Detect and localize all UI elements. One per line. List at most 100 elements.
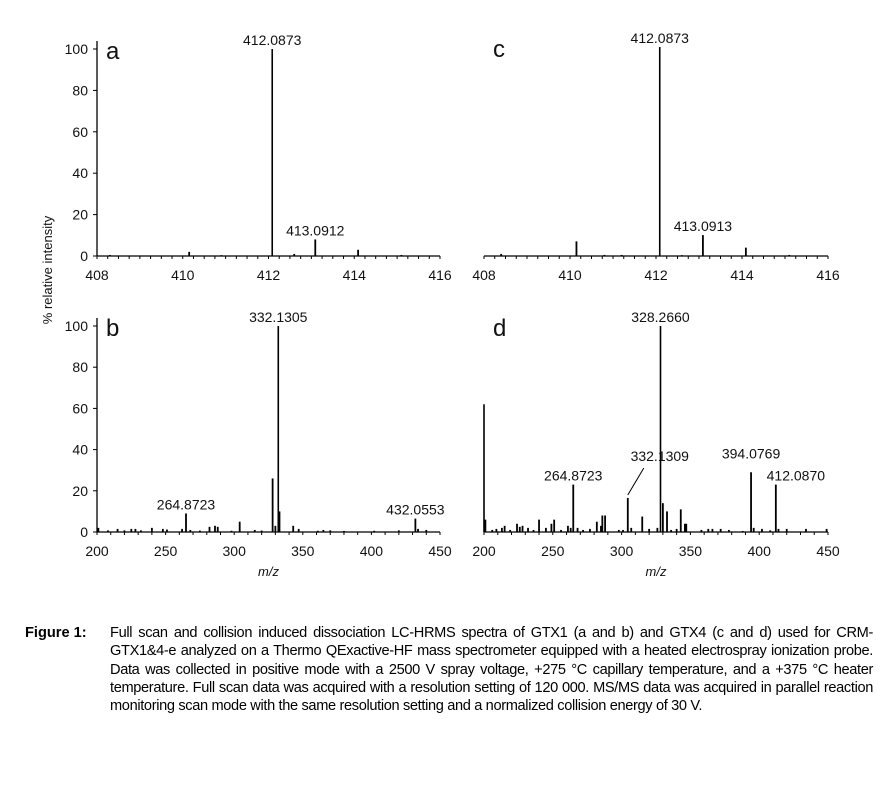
peak	[188, 251, 191, 256]
peak	[220, 255, 223, 256]
peak	[277, 326, 280, 532]
panel-b: 200 250 300 350 400 450 0 20 40 60 80 100 b 264.8723 3…	[65, 309, 452, 579]
peak	[661, 503, 664, 532]
panel-d: 200 250 300 350 400 450 d 264.8723 332.1309 328.2…	[472, 309, 840, 579]
peak	[700, 529, 703, 532]
peak	[648, 528, 651, 532]
y-axis-label: % relative intensity	[40, 215, 55, 324]
x-tick-label: 300	[610, 543, 634, 559]
x-tick-label: 350	[291, 543, 315, 559]
peak	[373, 530, 376, 532]
x-tick-label: 200	[85, 543, 109, 559]
x-tick-label: 408	[472, 267, 496, 283]
peak	[116, 528, 119, 532]
peak	[630, 527, 633, 532]
y-tick-label: 40	[72, 165, 88, 181]
y-tick-label: 60	[72, 400, 88, 416]
panel-letter: a	[106, 38, 120, 65]
peak	[626, 498, 629, 532]
peak	[271, 49, 274, 256]
peak	[316, 530, 319, 532]
x-tick-label: 416	[428, 267, 452, 283]
peak	[620, 254, 623, 256]
peak	[707, 528, 710, 532]
peak	[741, 530, 744, 532]
y-tick-label: 0	[80, 248, 88, 264]
peak	[711, 528, 714, 532]
peak	[744, 247, 747, 256]
peak	[161, 528, 164, 532]
peak	[617, 529, 620, 532]
peak	[500, 253, 503, 256]
x-tick-label: 200	[472, 543, 496, 559]
peak	[509, 529, 512, 532]
peak	[538, 519, 540, 532]
peak	[329, 530, 332, 532]
peak-label: 332.1305	[249, 309, 308, 325]
annotation-leader	[627, 467, 645, 496]
peak	[150, 527, 153, 532]
peak	[107, 530, 109, 532]
peak	[785, 528, 788, 532]
y-tick-label: 100	[65, 318, 89, 334]
peak-label: 413.0913	[674, 218, 733, 234]
peak-label: 394.0769	[722, 445, 781, 461]
x-tick-label: 450	[816, 543, 840, 559]
peak	[108, 254, 111, 256]
panel-letter: d	[493, 315, 506, 342]
peak	[702, 235, 704, 256]
peak	[271, 478, 274, 532]
x-tick-label: 400	[360, 543, 384, 559]
peak-label: 412.0873	[631, 30, 690, 46]
peak-label: 332.1309	[631, 448, 690, 464]
y-tick-label: 0	[80, 524, 88, 540]
peak-label: 432.0553	[386, 502, 445, 518]
peak	[417, 528, 419, 532]
peak	[658, 47, 661, 256]
peak	[208, 526, 211, 532]
x-tick-label: 414	[343, 267, 367, 283]
peak	[567, 525, 569, 532]
peak-label: 264.8723	[544, 468, 603, 484]
peak	[181, 528, 183, 532]
y-tick-label: 60	[72, 124, 88, 140]
peak	[314, 239, 317, 256]
peak	[140, 530, 142, 532]
peak	[670, 529, 673, 532]
y-tick-label: 80	[72, 82, 88, 98]
peak	[97, 527, 100, 532]
peak	[666, 511, 668, 532]
panel-letter: b	[106, 315, 119, 342]
peak	[659, 326, 662, 532]
y-tick-label: 20	[72, 207, 88, 223]
peak	[521, 525, 524, 532]
peak	[601, 515, 604, 532]
panel-letter: c	[493, 36, 505, 63]
peak	[675, 528, 678, 532]
peak	[679, 509, 682, 532]
x-axis-label: m/z	[646, 564, 667, 579]
peak	[292, 525, 295, 532]
peak	[545, 527, 547, 532]
peak	[343, 530, 345, 532]
peak	[595, 521, 598, 532]
peak	[199, 530, 201, 532]
peak	[603, 254, 606, 256]
peak	[425, 529, 428, 532]
caption-text: Full scan and collision induced dissocia…	[110, 625, 873, 715]
peak-label: 412.0873	[243, 32, 302, 48]
peak	[550, 523, 553, 532]
peak	[680, 255, 683, 256]
peak	[777, 528, 780, 532]
x-tick-label: 414	[730, 267, 754, 283]
peak	[604, 515, 606, 532]
peak-label: 264.8723	[157, 496, 216, 512]
peak	[582, 529, 584, 532]
peak	[274, 525, 277, 532]
caption-label: Figure 1:	[25, 625, 87, 641]
peak	[397, 530, 400, 532]
x-axis-label: m/z	[258, 564, 279, 579]
x-tick-label: 410	[558, 267, 582, 283]
peak	[189, 529, 192, 532]
x-tick-label: 300	[223, 543, 247, 559]
